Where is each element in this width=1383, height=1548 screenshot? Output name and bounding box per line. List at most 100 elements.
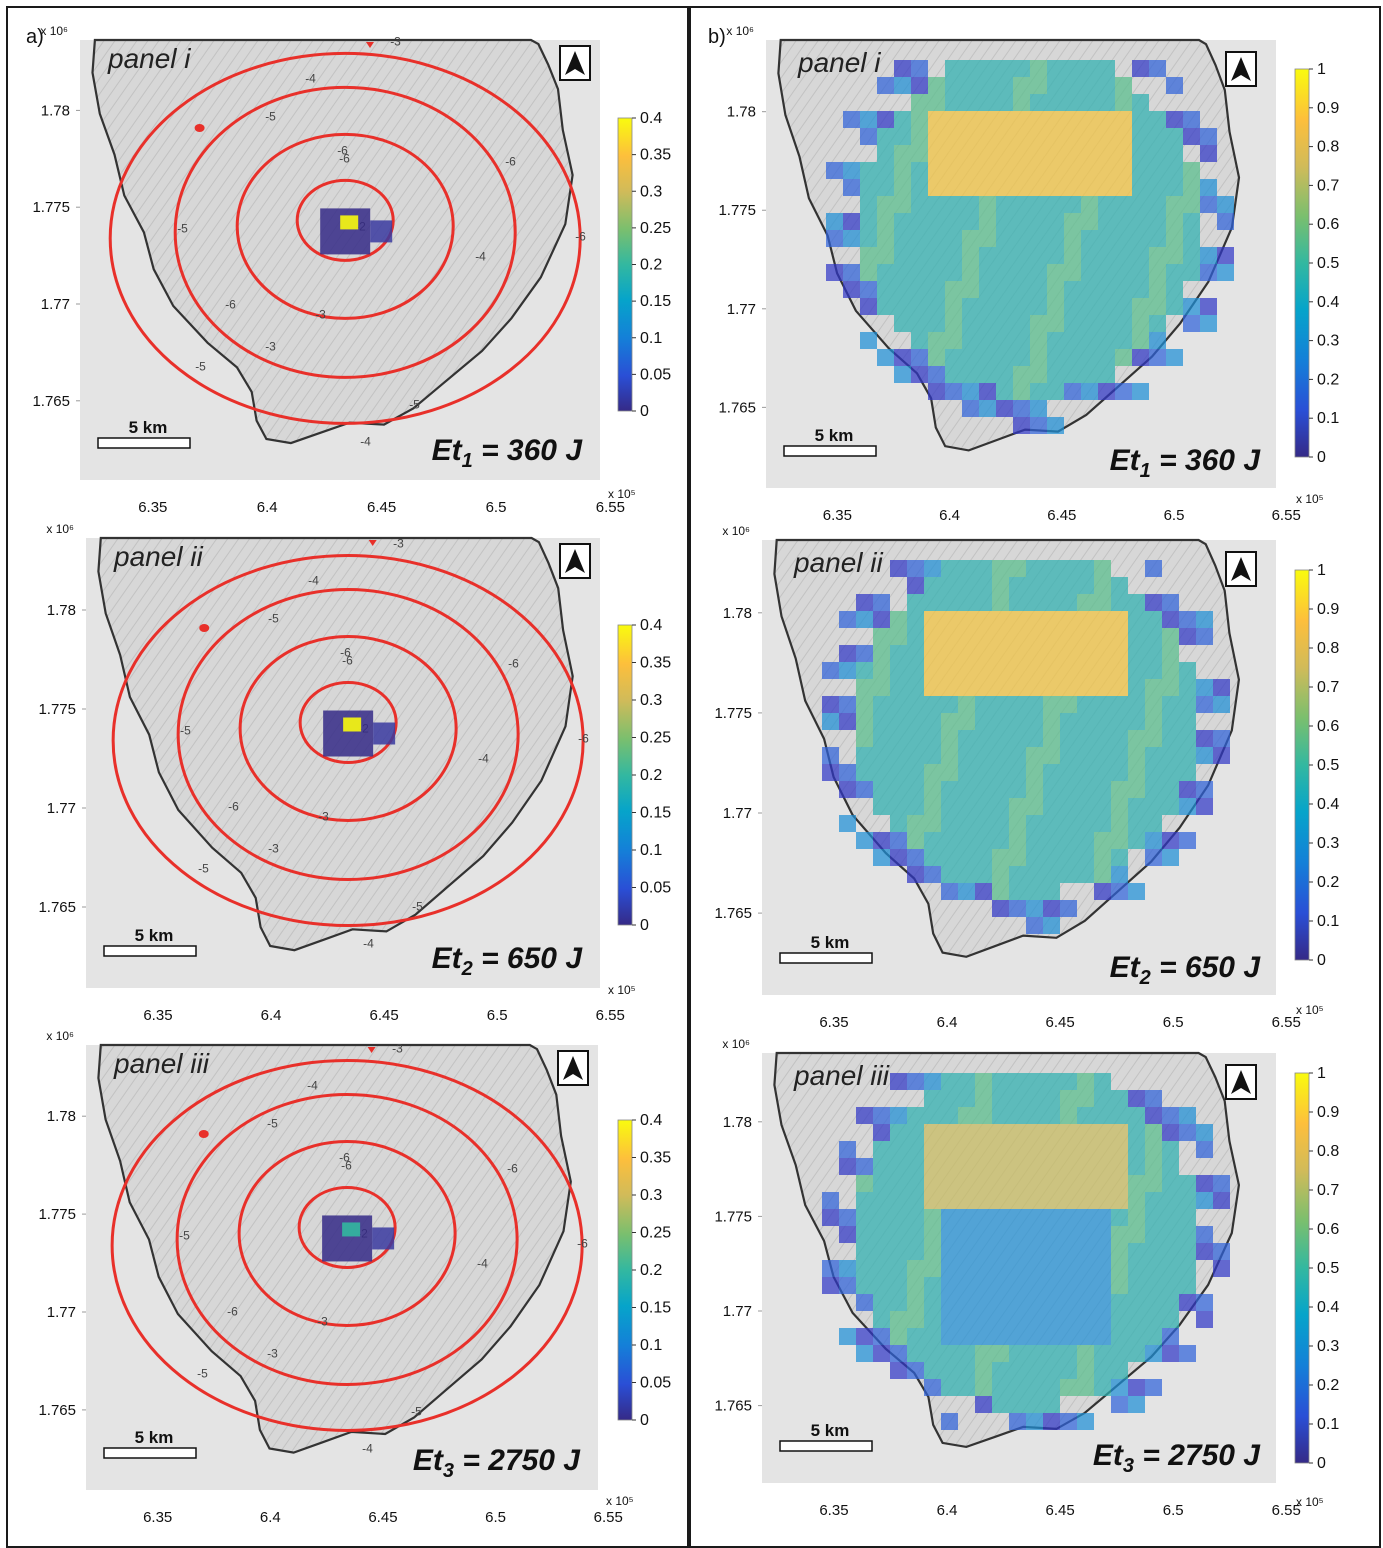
probability-cell	[941, 747, 958, 764]
probability-cell	[1128, 611, 1145, 628]
right-frame	[689, 6, 1381, 1548]
probability-cell	[1111, 764, 1128, 781]
probability-cell	[945, 264, 962, 281]
probability-cell	[1009, 1141, 1026, 1158]
y-exponent-label: x 10⁶	[722, 1037, 750, 1051]
probability-cell	[1149, 281, 1166, 298]
probability-cell	[1162, 1175, 1179, 1192]
probability-cell	[839, 1226, 856, 1243]
x-tick-label: 6.4	[260, 1509, 281, 1526]
probability-cell	[996, 60, 1013, 77]
probability-cell	[1047, 111, 1064, 128]
probability-cell	[1145, 1294, 1162, 1311]
probability-cell	[924, 866, 941, 883]
probability-cell	[1111, 713, 1128, 730]
probability-cell	[1111, 1192, 1128, 1209]
colorbar-tick-label: 0.15	[640, 1300, 671, 1317]
probability-cell	[1213, 696, 1230, 713]
probability-cell	[1013, 196, 1030, 213]
colorbar-tick-label: 0.4	[1317, 796, 1339, 813]
probability-cell	[1060, 764, 1077, 781]
probability-cell	[873, 1107, 890, 1124]
y-tick-label: 1.765	[714, 1398, 752, 1415]
contour-label: -3	[317, 1314, 328, 1328]
probability-cell	[962, 400, 979, 417]
probability-cell	[958, 1243, 975, 1260]
probability-cell	[1094, 628, 1111, 645]
hazard-patch	[323, 710, 374, 757]
probability-cell	[992, 1294, 1009, 1311]
probability-cell	[958, 1073, 975, 1090]
colorbar-tick-label: 0.35	[640, 1150, 671, 1167]
probability-cell	[1115, 128, 1132, 145]
probability-cell	[1060, 713, 1077, 730]
probability-cell	[1162, 713, 1179, 730]
y-tick-label: 1.765	[714, 905, 752, 922]
colorbar-tick-label: 0.9	[1317, 1104, 1339, 1121]
probability-cell	[1179, 1243, 1196, 1260]
y-tick-label: 1.765	[38, 899, 76, 916]
scale-bar-label: 5 km	[135, 926, 174, 945]
x-tick-label: 6.5	[1163, 1502, 1184, 1519]
probability-cell	[1043, 1175, 1060, 1192]
probability-cell	[1081, 179, 1098, 196]
probability-cell	[907, 1209, 924, 1226]
probability-cell	[962, 111, 979, 128]
probability-cell	[1026, 560, 1043, 577]
probability-cell	[911, 264, 928, 281]
probability-cell	[979, 298, 996, 315]
probability-cell	[1026, 815, 1043, 832]
probability-cell	[1179, 696, 1196, 713]
probability-cell	[1009, 883, 1026, 900]
probability-cell	[856, 645, 873, 662]
probability-cell	[962, 196, 979, 213]
probability-cell	[856, 1209, 873, 1226]
colorbar-tick-label: 0.1	[1317, 913, 1339, 930]
probability-cell	[996, 315, 1013, 332]
probability-cell	[1030, 332, 1047, 349]
x-tick-label: 6.4	[939, 507, 960, 524]
probability-cell	[941, 560, 958, 577]
probability-cell	[1009, 645, 1026, 662]
probability-cell	[911, 145, 928, 162]
probability-cell	[979, 128, 996, 145]
probability-cell	[1162, 1107, 1179, 1124]
probability-cell	[958, 1311, 975, 1328]
probability-cell	[911, 196, 928, 213]
probability-cell	[873, 798, 890, 815]
probability-cell	[924, 849, 941, 866]
probability-cell	[1111, 730, 1128, 747]
energy-label: Et2 = 650 J	[432, 942, 584, 980]
colorbar-tick-label: 0.1	[640, 330, 662, 347]
probability-cell	[1128, 781, 1145, 798]
probability-cell	[996, 400, 1013, 417]
scale-bar	[783, 445, 877, 457]
probability-cell	[962, 162, 979, 179]
probability-cell	[1013, 349, 1030, 366]
probability-cell	[1145, 1379, 1162, 1396]
probability-cell	[873, 1175, 890, 1192]
probability-cell	[1047, 332, 1064, 349]
probability-cell	[877, 162, 894, 179]
probability-cell	[1132, 179, 1149, 196]
probability-cell	[911, 213, 928, 230]
probability-cell	[996, 111, 1013, 128]
probability-cell	[1145, 1124, 1162, 1141]
probability-cell	[1115, 315, 1132, 332]
probability-cell	[975, 1141, 992, 1158]
probability-cell	[1179, 1209, 1196, 1226]
probability-cell	[1009, 1090, 1026, 1107]
colorbar-tick-label: 0	[1317, 1455, 1326, 1472]
probability-cell	[890, 849, 907, 866]
probability-cell	[911, 315, 928, 332]
probability-cell	[928, 230, 945, 247]
colorbar-tick-label: 0.4	[640, 1112, 662, 1129]
contour-label: -4	[307, 1078, 318, 1092]
probability-cell	[1132, 315, 1149, 332]
probability-cell	[1009, 1175, 1026, 1192]
probability-cell	[979, 247, 996, 264]
probability-cell	[979, 332, 996, 349]
probability-cell	[928, 77, 945, 94]
probability-cell	[992, 1243, 1009, 1260]
probability-cell	[1132, 281, 1149, 298]
